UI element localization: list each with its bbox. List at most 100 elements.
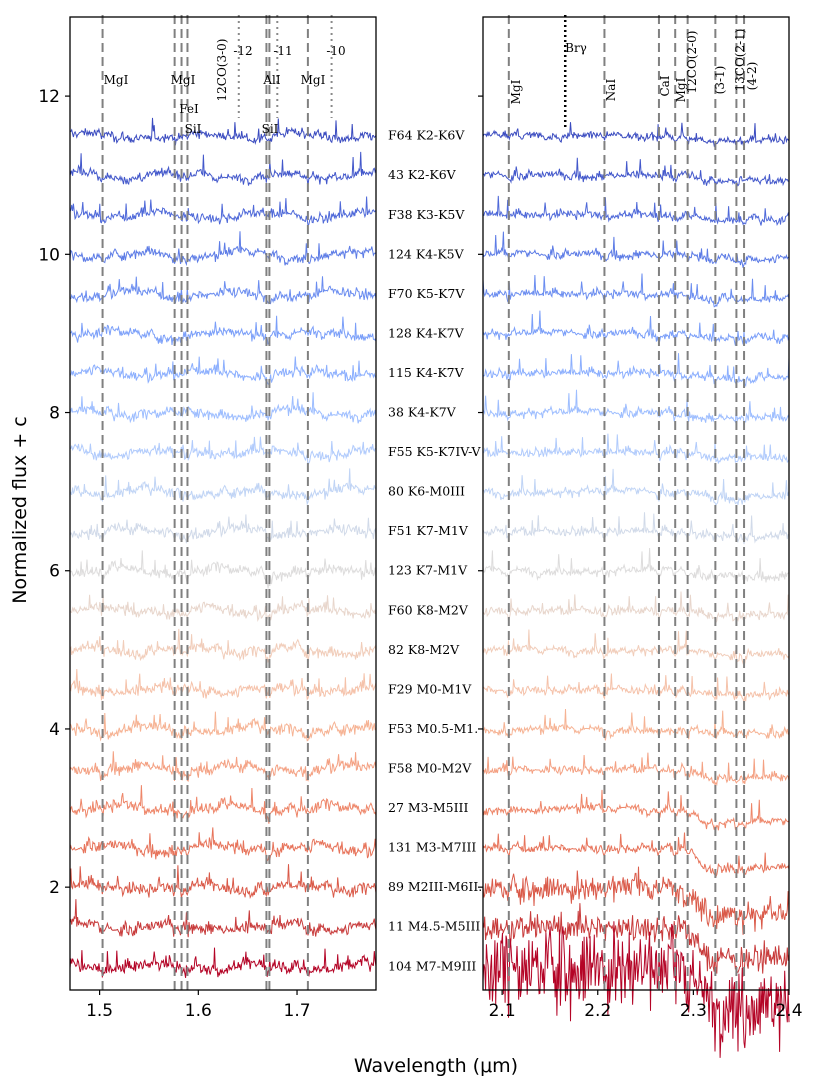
line-label: -11 bbox=[273, 44, 292, 58]
spectrum-line bbox=[69, 668, 377, 701]
spectrum-line bbox=[69, 151, 377, 186]
y-tick-label: 6 bbox=[49, 562, 60, 582]
x-tick-label: 2.1 bbox=[489, 1001, 516, 1021]
line-label: FeI bbox=[179, 102, 199, 116]
spectrum-line bbox=[69, 864, 377, 900]
line-label: MgI bbox=[674, 77, 688, 102]
y-tick-label: 4 bbox=[49, 720, 60, 740]
spectrum-line bbox=[482, 468, 790, 507]
spectrum-line bbox=[69, 711, 377, 742]
spectrum-line bbox=[482, 433, 790, 464]
spectrum-line bbox=[482, 389, 790, 424]
line-label: (3-1) bbox=[713, 66, 727, 95]
line-label: SiI bbox=[185, 122, 202, 136]
spectrum-line bbox=[69, 392, 377, 424]
spectrum-line bbox=[482, 353, 790, 388]
panel-frame bbox=[482, 16, 790, 991]
spectrum-line bbox=[482, 866, 790, 935]
y-tick-label: 2 bbox=[49, 878, 60, 898]
spectrum-line bbox=[69, 947, 377, 979]
line-label: MgI bbox=[509, 79, 523, 104]
star-label: F64 K2-K6V bbox=[388, 128, 465, 143]
star-label: 131 M3-M7III bbox=[388, 840, 476, 855]
spectrum-line bbox=[69, 514, 377, 544]
spectrum-line bbox=[69, 196, 377, 227]
spectrum-line bbox=[482, 273, 790, 308]
spectrum-line bbox=[482, 903, 790, 978]
star-label: 115 K4-K7V bbox=[388, 365, 465, 380]
y-tick-label: 10 bbox=[38, 245, 60, 265]
spectrum-line bbox=[482, 673, 790, 703]
line-label: 12CO(3-0) bbox=[215, 39, 229, 102]
x-tick-label: 2.4 bbox=[775, 1001, 802, 1021]
line-label: -12 bbox=[233, 44, 252, 58]
spectrum-line bbox=[482, 122, 790, 148]
spectrum-line bbox=[69, 751, 377, 782]
line-label: SiI bbox=[262, 122, 279, 136]
spectra-series-group bbox=[69, 117, 790, 1058]
star-label: 128 K4-K7V bbox=[388, 325, 465, 340]
star-label: 82 K8-M2V bbox=[388, 642, 460, 657]
spectrum-line bbox=[482, 512, 790, 545]
star-label: F70 K5-K7V bbox=[388, 286, 465, 301]
line-label: MgI bbox=[171, 73, 196, 87]
y-axis-title: Normalized flux + c bbox=[9, 416, 31, 604]
star-label: F38 K3-K5V bbox=[388, 207, 465, 222]
spectrum-line bbox=[482, 231, 790, 269]
x-tick-label: 1.5 bbox=[86, 1001, 113, 1021]
star-label: 27 M3-M5III bbox=[388, 800, 468, 815]
spectrum-line bbox=[482, 547, 790, 583]
spectrum-line bbox=[482, 310, 790, 346]
spectrum-line bbox=[70, 436, 377, 467]
spectrum-line bbox=[482, 752, 790, 787]
spectrum-line bbox=[482, 832, 790, 879]
star-label: 11 M4.5-M5III bbox=[388, 919, 480, 934]
spectrum-line bbox=[69, 550, 377, 589]
spectrum-line bbox=[69, 827, 377, 862]
spectrum-line bbox=[482, 629, 790, 666]
spectrum-line bbox=[69, 899, 377, 938]
spectrum-line bbox=[69, 628, 377, 664]
spectrum-line bbox=[69, 276, 377, 305]
spectrum-line bbox=[69, 356, 377, 386]
spectrum-line bbox=[69, 468, 377, 506]
panel-frames bbox=[69, 16, 790, 991]
line-label: AlI bbox=[262, 73, 281, 87]
line-label: Brγ bbox=[565, 41, 587, 55]
axis-ticks: 1.5 1.6 1.7 2.1 2.2 2.3 2.4 2 4 6 8 10 12 bbox=[38, 87, 802, 1021]
star-label: 38 K4-K7V bbox=[388, 405, 457, 420]
star-labels: F64 K2-K6V 43 K2-K6V F38 K3-K5V 124 K4-K5V F… bbox=[388, 128, 482, 974]
star-label: F29 M0-M1V bbox=[388, 681, 472, 696]
line-label: MgI bbox=[301, 73, 326, 87]
x-axis-title: Wavelength (μm) bbox=[354, 1055, 518, 1077]
line-label: MgI bbox=[104, 73, 129, 87]
star-label: F53 M0.5-M1. bbox=[388, 721, 478, 736]
spectrum-line bbox=[69, 315, 377, 346]
y-tick-label: 8 bbox=[49, 404, 60, 424]
star-label: F55 K5-K7IV-V bbox=[388, 444, 481, 459]
line-label: NaI bbox=[604, 79, 618, 102]
spectrum-line bbox=[482, 157, 790, 187]
panel-frame bbox=[69, 16, 377, 991]
spectrum-line bbox=[482, 591, 790, 624]
spectral-line-markers: MgI MgI FeI SiI 12CO(3-0) -12 AlI SiI -11 MgI -10 M… bbox=[101, 15, 759, 990]
spectrum-line bbox=[482, 921, 790, 1058]
x-tick-label: 1.7 bbox=[284, 1001, 311, 1021]
star-label: F58 M0-M2V bbox=[388, 761, 472, 776]
line-label: 12CO(2-0) bbox=[685, 31, 699, 94]
spectrum-line bbox=[482, 789, 790, 832]
x-tick-label: 2.3 bbox=[680, 1001, 707, 1021]
star-label: 80 K6-M0III bbox=[388, 484, 465, 499]
spectrum-line bbox=[482, 195, 790, 227]
line-label: CaI bbox=[658, 75, 672, 96]
spectrum-line bbox=[69, 117, 377, 146]
star-label: 43 K2-K6V bbox=[388, 167, 457, 182]
spectrum-line bbox=[482, 708, 790, 741]
line-label: 13CO(2-1) bbox=[733, 29, 747, 92]
star-label: F60 K8-M2V bbox=[388, 602, 469, 617]
line-label: -10 bbox=[326, 44, 345, 58]
star-label: 104 M7-M9III bbox=[388, 958, 476, 973]
star-label: 124 K4-K5V bbox=[388, 246, 465, 261]
spectrum-line bbox=[69, 785, 377, 824]
